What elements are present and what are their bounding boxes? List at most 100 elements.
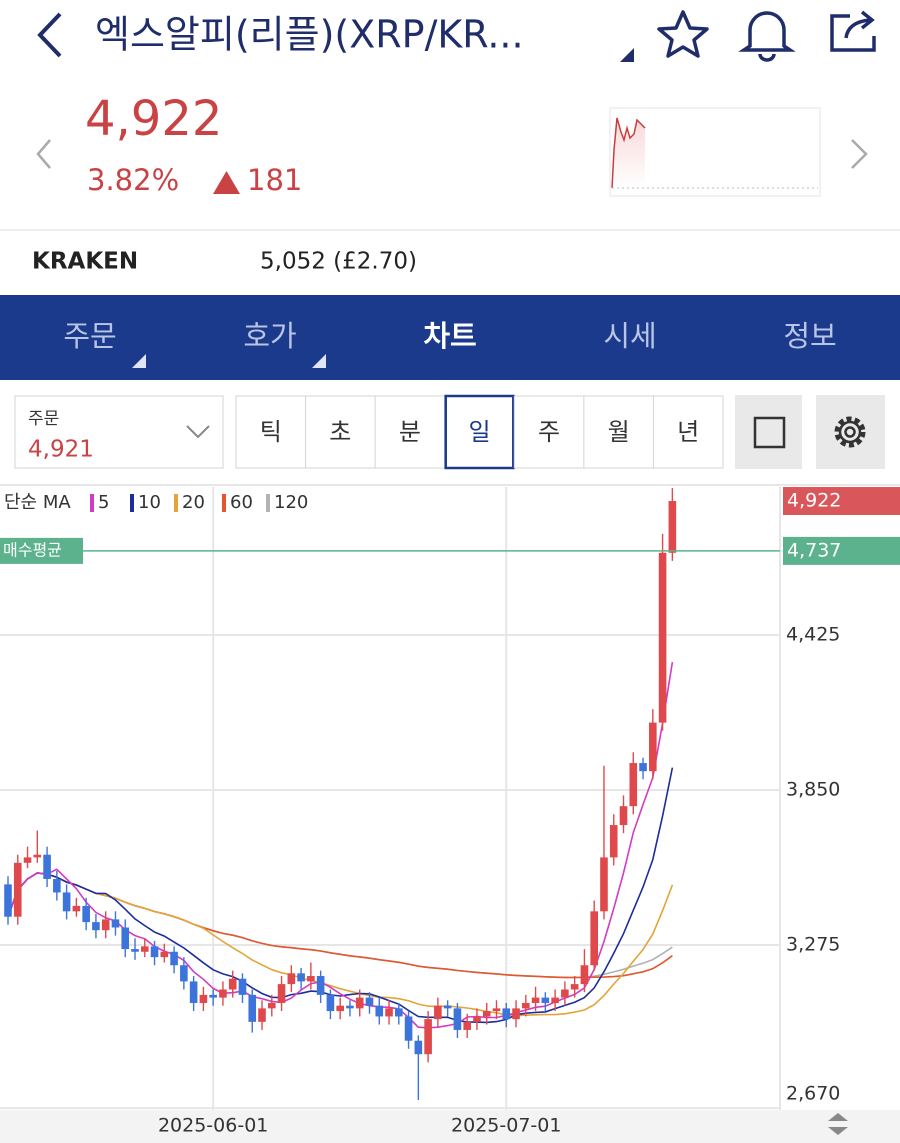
- next-button[interactable]: [851, 139, 868, 169]
- candle-body: [326, 994, 335, 1012]
- candle-body: [62, 892, 71, 912]
- tab-menu-arrow: [312, 354, 326, 368]
- select-arrow: [186, 425, 210, 439]
- tab[interactable]: 차트: [423, 319, 476, 353]
- candle-body: [170, 951, 178, 966]
- ma-legend-swatch: [266, 494, 270, 512]
- candle-body: [385, 1008, 393, 1017]
- candle-body: [492, 1008, 501, 1012]
- candle-body: [209, 994, 217, 998]
- candle-body: [33, 854, 42, 858]
- candle-body: [453, 1008, 462, 1030]
- x-tick-label: 2025-06-01: [158, 1115, 268, 1137]
- ma-legend-label: 10: [138, 492, 161, 513]
- avg-price-tag: [0, 537, 83, 564]
- price: 4,922: [85, 91, 222, 147]
- candle-body: [482, 1011, 491, 1017]
- candle-body: [150, 946, 159, 958]
- period-button[interactable]: 초: [329, 418, 351, 446]
- period-button[interactable]: 분: [399, 418, 421, 446]
- candle-body: [355, 997, 364, 1009]
- candle-body: [92, 922, 100, 931]
- favorite-button[interactable]: [657, 10, 709, 58]
- candle-body: [336, 1005, 344, 1012]
- y-tick-label: 3,850: [786, 779, 840, 801]
- ma-line: [7, 872, 674, 1017]
- candle-body: [443, 1005, 452, 1009]
- candle-body: [228, 978, 237, 990]
- settings-icon: [834, 416, 866, 448]
- tab[interactable]: 정보: [783, 319, 836, 353]
- ma-legend-swatch: [222, 494, 226, 512]
- candle-body: [13, 862, 22, 917]
- period-button[interactable]: 월: [608, 418, 630, 446]
- candle-body: [375, 1005, 384, 1017]
- candle-body: [287, 973, 296, 985]
- candle-body: [600, 857, 608, 912]
- candle-body: [512, 1008, 520, 1020]
- tab-bar: [0, 295, 900, 380]
- order-select-label: 주문: [28, 409, 59, 429]
- candle-body: [395, 1008, 403, 1017]
- change-percent: 3.82%: [87, 163, 179, 197]
- candle-body: [551, 997, 559, 1003]
- y-tick-label: 2,670: [786, 1083, 840, 1105]
- candle-body: [267, 1002, 276, 1009]
- period-button[interactable]: 틱: [260, 418, 282, 446]
- period-group: [235, 395, 724, 469]
- candle-body: [307, 976, 315, 982]
- alarm-button[interactable]: [738, 11, 796, 62]
- candle-body: [53, 878, 61, 893]
- candle-body: [463, 1021, 471, 1030]
- candle-body: [160, 951, 169, 958]
- change: 181: [247, 163, 302, 197]
- settings-button[interactable]: [816, 395, 885, 469]
- tab[interactable]: 시세: [603, 319, 656, 353]
- avg-price-name: 매수평균: [3, 540, 62, 559]
- prev-button[interactable]: [36, 139, 51, 169]
- period-button[interactable]: 주: [538, 418, 560, 446]
- candle-body: [668, 501, 677, 553]
- ma-line: [7, 767, 674, 1024]
- candle-body: [522, 1002, 530, 1009]
- tab[interactable]: 호가: [243, 319, 296, 353]
- period-button[interactable]: 일: [468, 418, 490, 446]
- candle-body: [629, 763, 638, 807]
- title-dropdown[interactable]: [620, 48, 634, 62]
- order-select[interactable]: [14, 395, 224, 469]
- candle-body: [101, 919, 110, 931]
- candle-body: [365, 997, 374, 1006]
- candle-body: [649, 722, 657, 772]
- y-tick-label: 4,425: [786, 623, 840, 645]
- candle-body: [140, 946, 149, 952]
- candle-body: [199, 994, 208, 1003]
- candle-body: [658, 552, 667, 723]
- title: 엑스알피(리플)(XRP/KR...: [95, 13, 524, 57]
- period-button[interactable]: 년: [677, 418, 699, 446]
- back-button[interactable]: [37, 12, 62, 58]
- x-tick-label: 2025-07-01: [451, 1115, 561, 1137]
- sparkline: [609, 107, 821, 197]
- ma-line: [7, 661, 674, 1029]
- candle-body: [121, 927, 130, 950]
- candle-body: [4, 884, 12, 917]
- candle-body: [180, 965, 188, 982]
- ma-legend-label: 120: [274, 492, 308, 513]
- drawing-button[interactable]: [735, 395, 802, 469]
- ma-legend-label: 5: [98, 492, 109, 513]
- candle-body: [434, 1005, 442, 1020]
- candle-body: [580, 965, 589, 985]
- last-price-box: [783, 487, 900, 516]
- tab[interactable]: 주문: [63, 319, 116, 353]
- ma-legend-label: 60: [230, 492, 253, 513]
- candle-body: [258, 1008, 266, 1022]
- last-price-label: 4,922: [787, 490, 841, 512]
- order-select-value: 4,921: [28, 437, 94, 463]
- candle-body: [531, 997, 540, 1003]
- ma-legend-swatch: [174, 494, 178, 512]
- candle-body: [131, 949, 139, 952]
- tab-menu-arrow: [132, 354, 146, 368]
- zoom-handle[interactable]: [828, 1113, 848, 1135]
- share-button[interactable]: [830, 10, 876, 52]
